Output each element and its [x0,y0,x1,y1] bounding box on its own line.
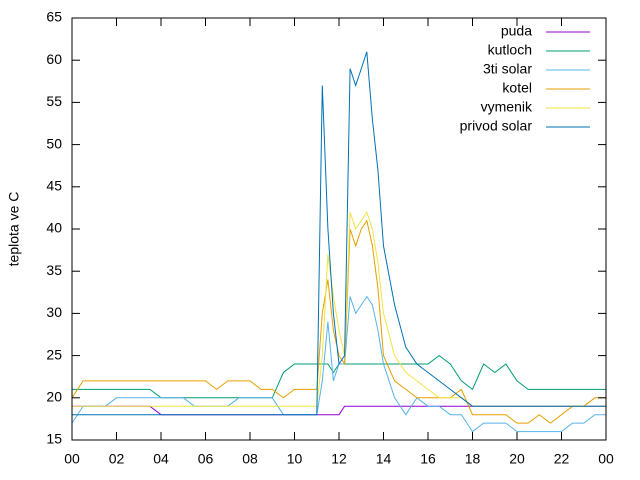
x-tick-label: 10 [287,451,303,467]
legend-label: 3ti solar [483,61,532,77]
x-tick-label: 22 [554,451,570,467]
series-line [72,405,606,416]
y-tick-label: 60 [46,51,62,67]
y-tick-label: 15 [46,431,62,447]
series-line [72,51,606,416]
x-tick-label: 00 [598,451,614,467]
x-tick-label: 18 [465,451,481,467]
y-tick-label: 30 [46,304,62,320]
legend-label: kutloch [488,42,532,58]
legend-label: puda [501,23,532,39]
y-tick-label: 20 [46,389,62,405]
x-tick-label: 04 [153,451,169,467]
legend-label: privod solar [460,118,533,134]
x-tick-label: 06 [198,451,214,467]
y-tick-label: 50 [46,135,62,151]
x-tick-label: 16 [420,451,436,467]
legend-label: kotel [502,80,532,96]
y-tick-label: 45 [46,178,62,194]
legend-label: vymenik [481,99,533,115]
series-line [72,210,606,407]
y-tick-label: 25 [46,346,62,362]
y-tick-label: 35 [46,262,62,278]
x-tick-label: 14 [376,451,392,467]
x-tick-label: 12 [331,451,347,467]
y-tick-label: 40 [46,220,62,236]
series-line [71,219,606,424]
x-tick-label: 08 [242,451,258,467]
y-tick-label: 65 [46,9,62,25]
x-tick-label: 00 [64,451,80,467]
x-tick-label: 20 [509,451,525,467]
y-axis-label: teplota ve C [6,192,22,267]
x-tick-label: 02 [109,451,125,467]
y-tick-label: 55 [46,93,62,109]
